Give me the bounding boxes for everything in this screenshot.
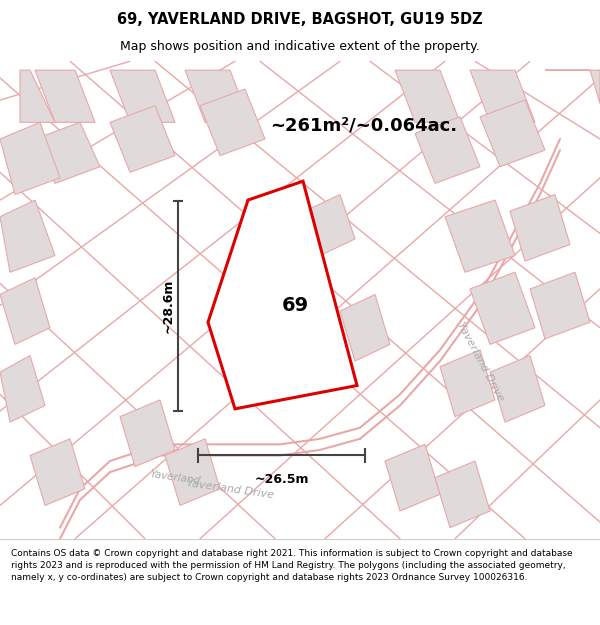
Polygon shape	[480, 100, 545, 167]
Polygon shape	[490, 356, 545, 422]
Polygon shape	[445, 200, 515, 272]
Polygon shape	[20, 70, 55, 122]
Polygon shape	[470, 70, 535, 122]
Polygon shape	[120, 400, 175, 467]
Polygon shape	[185, 70, 250, 122]
Text: Contains OS data © Crown copyright and database right 2021. This information is : Contains OS data © Crown copyright and d…	[11, 549, 572, 582]
Polygon shape	[110, 70, 175, 122]
Polygon shape	[385, 444, 440, 511]
Text: ~261m²/~0.064ac.: ~261m²/~0.064ac.	[270, 117, 457, 134]
Text: Yaverland: Yaverland	[149, 469, 201, 486]
Polygon shape	[0, 122, 60, 194]
Polygon shape	[530, 272, 590, 339]
Polygon shape	[440, 350, 495, 417]
Text: 69: 69	[281, 296, 308, 315]
Polygon shape	[35, 122, 100, 183]
Polygon shape	[415, 117, 480, 183]
Polygon shape	[510, 194, 570, 261]
Polygon shape	[0, 356, 45, 422]
Polygon shape	[340, 294, 390, 361]
Polygon shape	[0, 200, 55, 272]
Polygon shape	[35, 70, 95, 122]
Polygon shape	[0, 278, 50, 344]
Polygon shape	[30, 439, 85, 506]
Polygon shape	[395, 70, 460, 122]
Polygon shape	[545, 70, 600, 104]
Polygon shape	[470, 272, 535, 344]
Polygon shape	[305, 194, 355, 256]
Polygon shape	[208, 181, 357, 409]
Polygon shape	[165, 439, 220, 506]
Text: ~28.6m: ~28.6m	[161, 279, 175, 333]
Polygon shape	[110, 106, 175, 172]
Text: Map shows position and indicative extent of the property.: Map shows position and indicative extent…	[120, 40, 480, 53]
Polygon shape	[435, 461, 490, 528]
Text: Yaverland Drive: Yaverland Drive	[185, 478, 274, 500]
Text: Yaverland Drive: Yaverland Drive	[455, 320, 505, 402]
Polygon shape	[200, 89, 265, 156]
Text: ~26.5m: ~26.5m	[254, 473, 309, 486]
Text: 69, YAVERLAND DRIVE, BAGSHOT, GU19 5DZ: 69, YAVERLAND DRIVE, BAGSHOT, GU19 5DZ	[117, 12, 483, 27]
